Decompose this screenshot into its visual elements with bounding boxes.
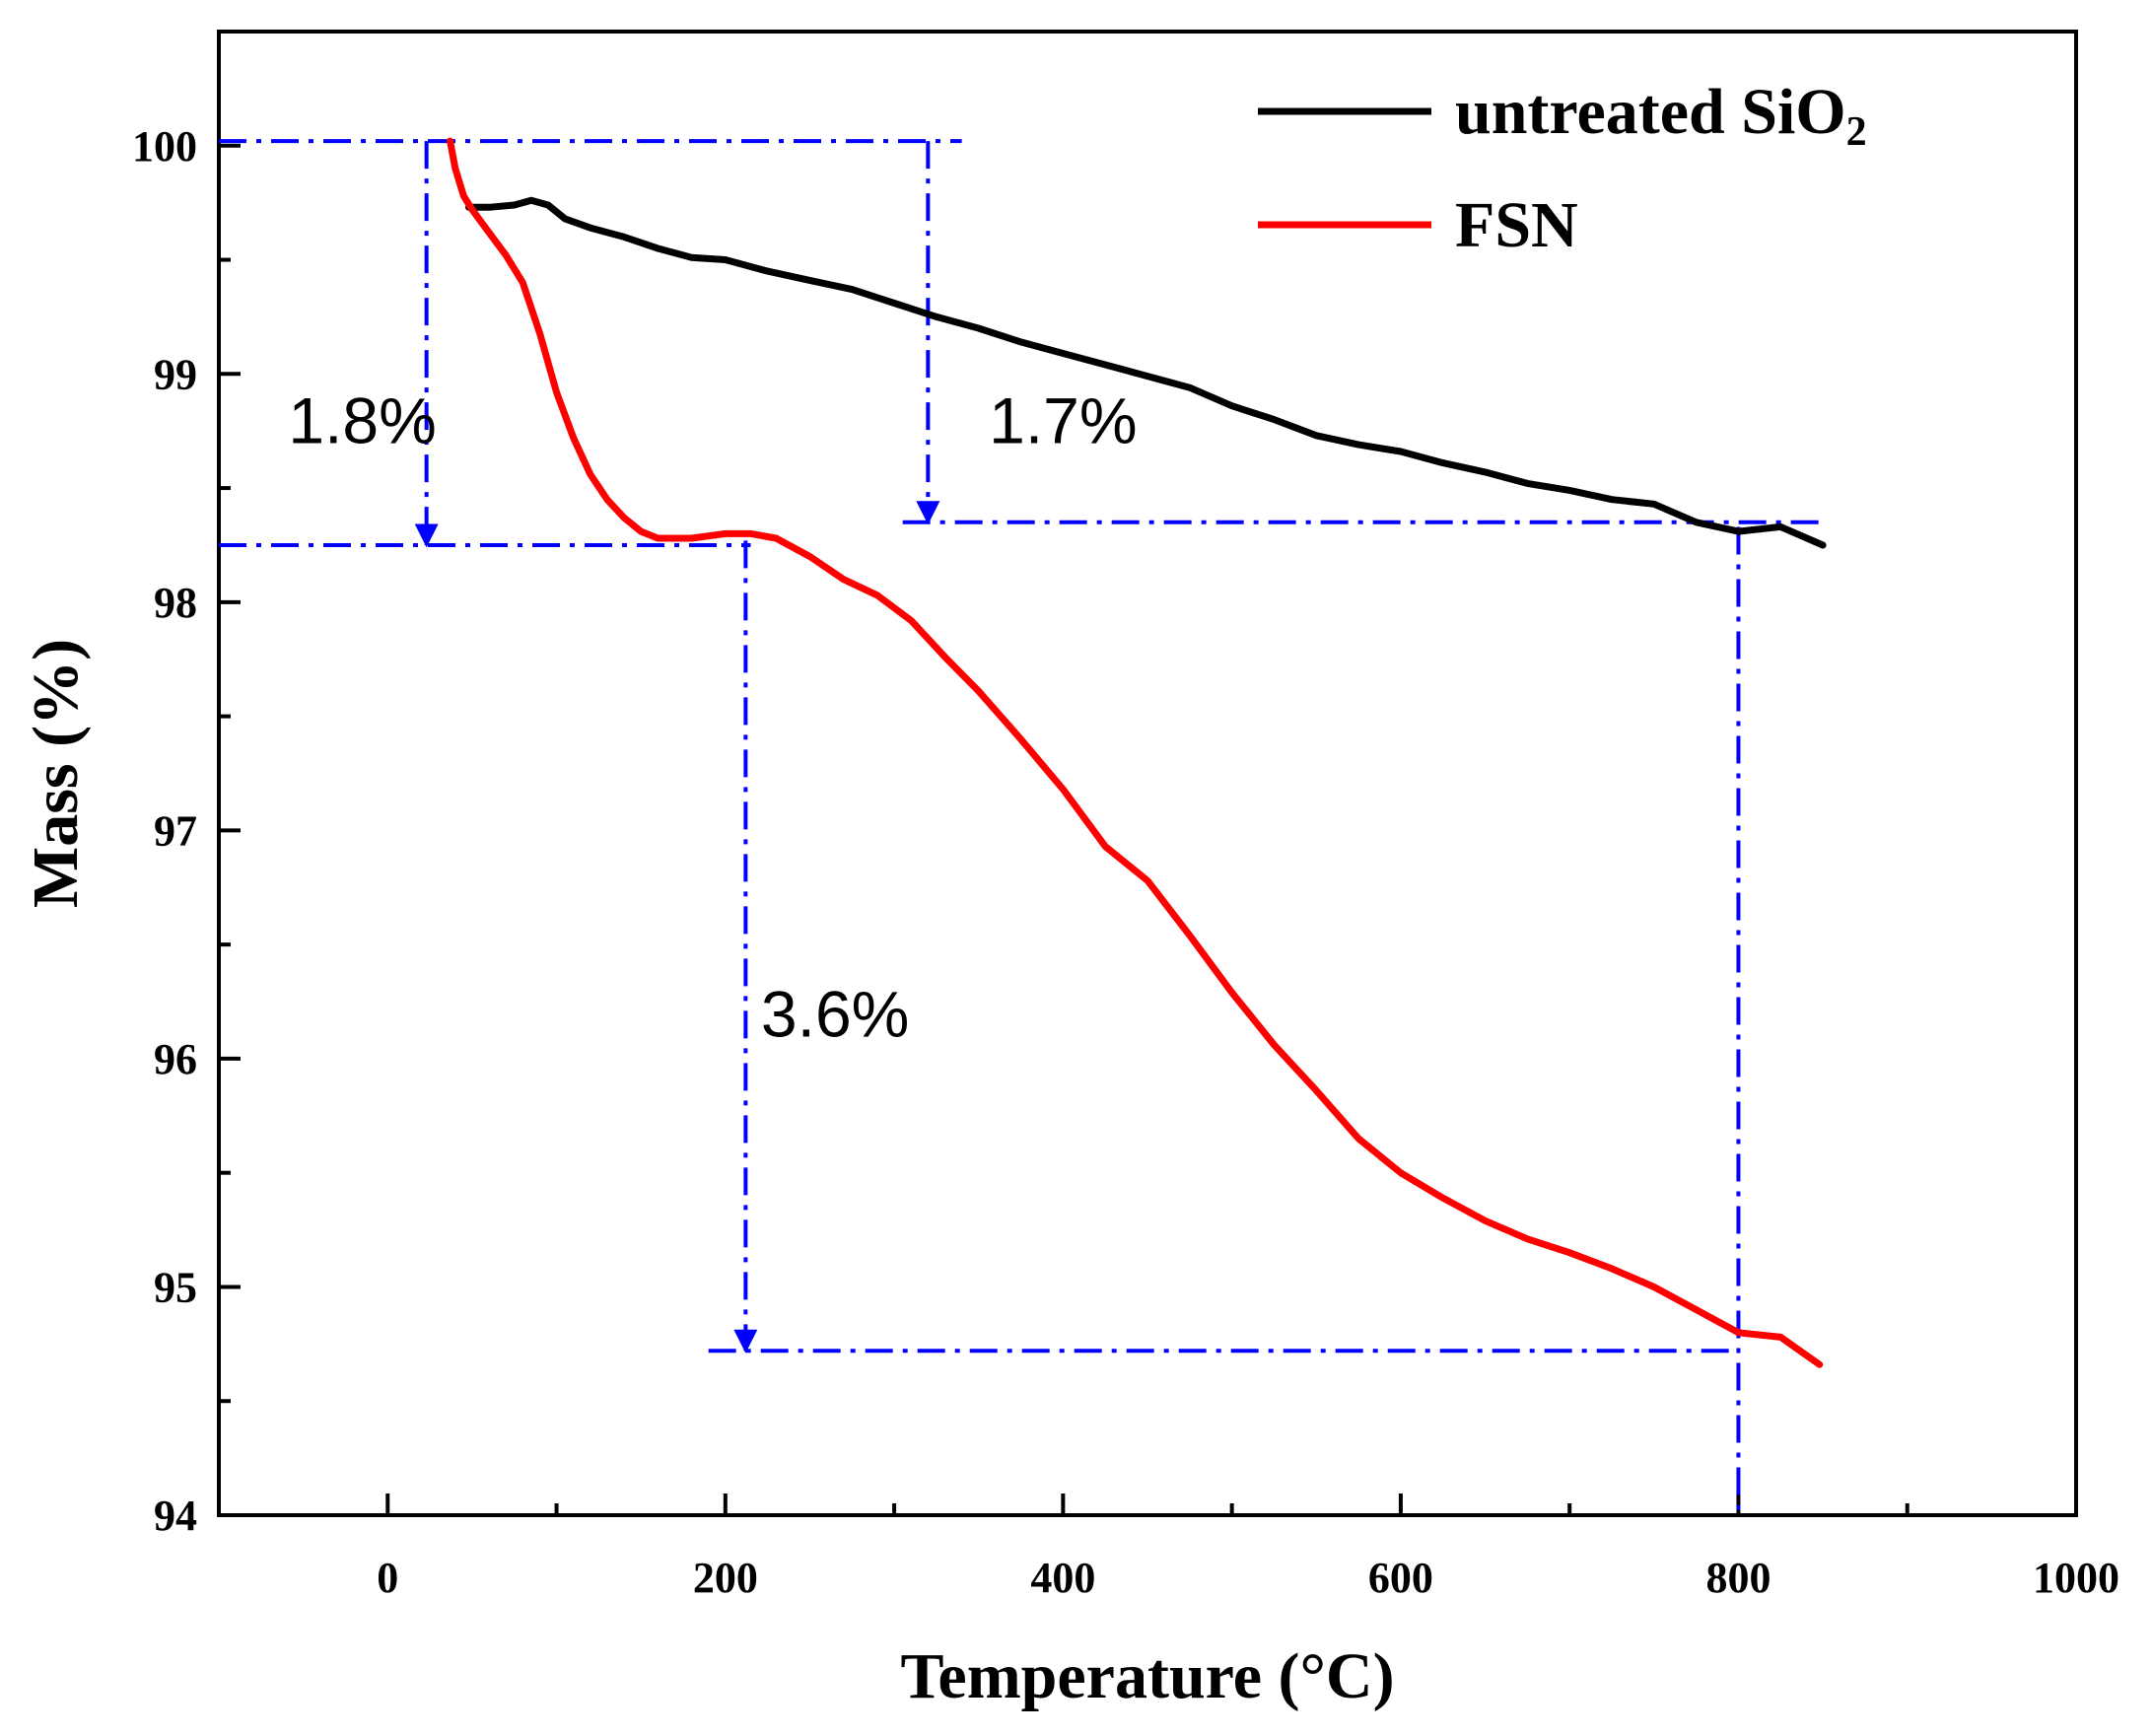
x-tick-label: 800: [1705, 1554, 1771, 1602]
annotation-label: 1.8%: [288, 384, 436, 457]
guide-lines: [219, 139, 1824, 1515]
legend-label-fsn: FSN: [1455, 189, 1578, 261]
y-tick-label: 95: [154, 1263, 197, 1311]
series-line-untreated-sio2: [465, 196, 1827, 549]
x-tick-label: 200: [693, 1554, 758, 1602]
legend-label-untreated-sio2: untreated SiO2: [1455, 76, 1867, 155]
plot-frame: [217, 30, 2078, 1517]
series-layer: [447, 137, 1827, 1368]
annotations: 1.8% 1.7% 3.6%: [288, 384, 1137, 1051]
y-tick-label: 94: [154, 1492, 197, 1540]
legend-label-untreated-sio2-sub: 2: [1846, 109, 1867, 155]
y-tick-label: 100: [132, 122, 197, 171]
y-tick-label: 98: [154, 579, 197, 627]
y-tick-label: 99: [154, 350, 197, 398]
y-tick-label: 96: [154, 1035, 197, 1083]
x-axis-title: Temperature (°C): [900, 1640, 1394, 1712]
legend-label-untreated-sio2-main: untreated SiO: [1455, 76, 1846, 148]
axis-ticks: 0 200 400 600 800 1000 94 95 96 97 98 99 100: [132, 30, 2119, 1602]
y-tick-label: 97: [154, 806, 197, 855]
series-line-fsn: [447, 137, 1824, 1368]
x-tick-label: 600: [1368, 1554, 1433, 1602]
annotation-label: 3.6%: [761, 978, 909, 1051]
x-tick-label: 1000: [2033, 1554, 2119, 1602]
annotation-label: 1.7%: [989, 384, 1137, 457]
legend: untreated SiO2 FSN: [1258, 76, 1867, 261]
x-tick-label: 400: [1030, 1554, 1095, 1602]
x-tick-label: 0: [377, 1554, 398, 1602]
y-axis-title: Mass (%): [20, 639, 92, 908]
